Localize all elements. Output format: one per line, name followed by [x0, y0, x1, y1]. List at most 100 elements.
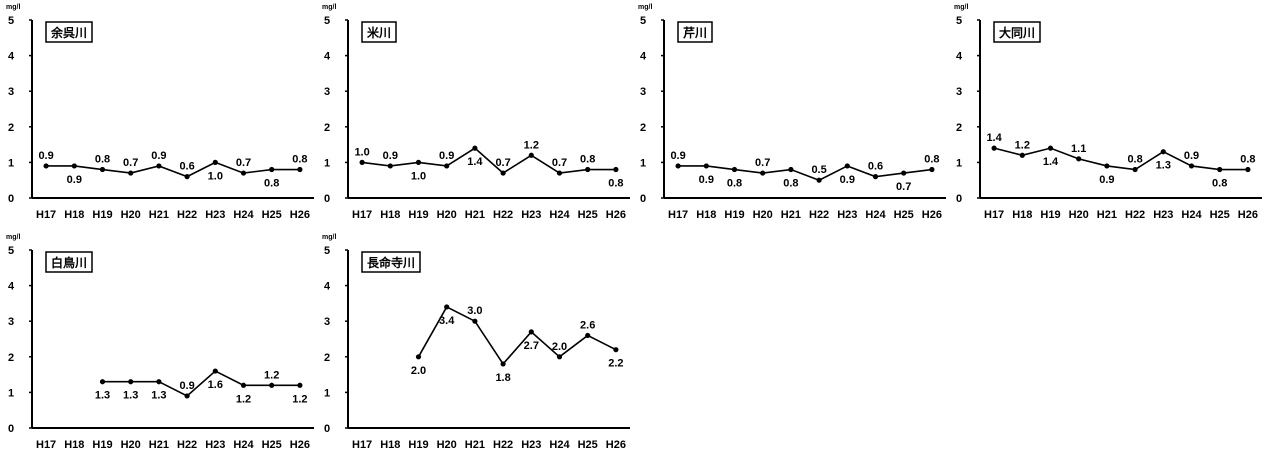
x-tick-label: H20: [437, 209, 457, 221]
data-label: 2.6: [580, 319, 595, 331]
data-label: 1.4: [467, 156, 483, 168]
data-point: [269, 382, 275, 388]
data-point: [556, 170, 563, 176]
chart-title-box: [677, 21, 713, 43]
y-tick-label: 4: [8, 281, 15, 293]
x-tick-label: H17: [984, 209, 1004, 221]
data-point: [444, 304, 450, 310]
data-point: [613, 347, 619, 353]
x-tick-label: H24: [549, 209, 570, 221]
data-point: [240, 170, 247, 176]
x-tick-label: H26: [922, 209, 942, 221]
data-label: 0.9: [38, 150, 53, 162]
x-tick-label: H20: [1069, 209, 1089, 221]
line-chart-3: mg/l 0 1 2 3 4 5 H17 H18 H19 H20 H21 H22 H23 H24 H25 H26…: [638, 4, 946, 221]
data-label: 1.4: [1043, 156, 1059, 168]
data-point: [816, 177, 822, 183]
data-point: [184, 393, 190, 399]
data-point: [297, 382, 303, 388]
data-label: 0.6: [868, 161, 883, 173]
x-tick-label: H22: [1125, 209, 1145, 221]
y-unit-label: mg/l: [6, 234, 20, 241]
x-tick-label: H17: [36, 439, 56, 451]
y-tick-label: 4: [8, 51, 15, 63]
y-tick-label: 4: [324, 281, 331, 293]
y-tick-label: 2: [8, 352, 14, 364]
data-label: 1.3: [95, 390, 110, 402]
data-point: [444, 163, 450, 169]
series-line: [417, 305, 617, 366]
data-point: [613, 166, 619, 173]
x-tick-label: H19: [408, 439, 428, 451]
data-label: 2.0: [411, 365, 426, 377]
data-label: 1.8: [495, 372, 510, 384]
data-point: [788, 166, 794, 173]
data-label: 0.6: [179, 161, 194, 173]
data-point: [872, 174, 879, 180]
x-tick-label: H22: [493, 209, 513, 221]
chart-title-box: [993, 21, 1041, 43]
data-label: 2.2: [608, 358, 623, 370]
y-tick-label: 5: [324, 15, 330, 27]
line-chart-2: mg/l 0 1 2 3 4 5 H17 H18 H19 H20 H21 H22 H23 H24 H25 H26…: [322, 4, 630, 221]
data-point: [415, 354, 422, 360]
series-line: [361, 147, 616, 175]
y-tick-label: 0: [324, 193, 330, 205]
data-point: [1217, 166, 1223, 173]
data-point: [1188, 163, 1195, 169]
x-tick-label: H17: [352, 209, 372, 221]
data-label: 3.0: [467, 305, 482, 317]
y-tick-label: 4: [956, 51, 963, 63]
data-label: 0.7: [552, 157, 567, 169]
data-point: [731, 166, 738, 173]
x-tick-label: H18: [64, 439, 84, 451]
y-tick-label: 4: [324, 51, 331, 63]
chart-title: 大同川: [999, 25, 1035, 40]
data-label: 0.8: [727, 178, 742, 190]
data-point: [156, 163, 162, 169]
y-tick-label: 1: [640, 157, 646, 169]
data-label: 1.2: [1015, 139, 1030, 151]
data-point: [585, 166, 591, 173]
y-tick-label: 0: [8, 423, 14, 435]
data-label: 0.8: [924, 154, 939, 166]
y-tick-label: 3: [640, 86, 646, 98]
data-point: [472, 318, 478, 324]
data-point: [844, 163, 850, 169]
x-tick-label: H26: [1238, 209, 1258, 221]
y-tick-label: 3: [324, 316, 330, 328]
x-tick-label: H24: [233, 439, 254, 451]
data-label: 0.8: [292, 154, 307, 166]
data-label: 0.7: [236, 157, 251, 169]
data-point: [500, 170, 506, 176]
series-line: [102, 370, 300, 397]
data-point: [240, 382, 247, 388]
y-tick-label: 2: [324, 352, 330, 364]
series-line: [678, 165, 933, 182]
data-label: 1.2: [524, 139, 539, 151]
y-tick-label: 0: [8, 193, 14, 205]
data-point: [585, 332, 591, 339]
x-tick-label: H19: [92, 439, 112, 451]
data-label: 0.8: [264, 178, 279, 190]
data-point: [156, 379, 162, 385]
x-tick-label: H20: [121, 209, 141, 221]
data-label: 0.9: [699, 174, 714, 186]
x-tick-label: H22: [493, 439, 513, 451]
y-tick-label: 3: [956, 86, 962, 98]
x-tick-label: H25: [578, 439, 598, 451]
y-unit-label: mg/l: [954, 4, 968, 11]
y-tick-label: 5: [8, 245, 14, 257]
data-point: [71, 163, 77, 169]
y-tick-label: 4: [640, 51, 647, 63]
data-point: [1047, 145, 1054, 151]
data-point: [901, 170, 907, 176]
data-label: 3.4: [439, 315, 455, 327]
data-point: [212, 368, 218, 374]
x-tick-label: H18: [380, 439, 400, 451]
y-tick-label: 1: [324, 387, 330, 399]
x-tick-label: H24: [865, 209, 886, 221]
data-point: [1132, 166, 1138, 173]
x-tick-label: H24: [549, 439, 570, 451]
data-label: 1.0: [411, 170, 426, 182]
